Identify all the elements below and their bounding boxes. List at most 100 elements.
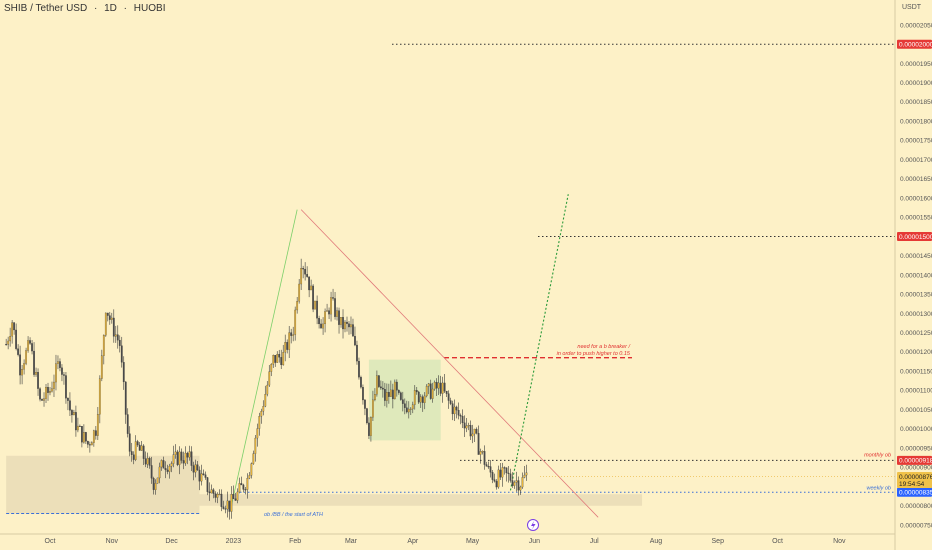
candle-body — [118, 340, 121, 346]
candle-body — [248, 475, 251, 479]
candle-body — [336, 310, 338, 317]
candle-body — [282, 352, 285, 366]
candle-body — [258, 416, 261, 429]
candle — [515, 471, 518, 492]
candle — [13, 321, 15, 335]
candle-body — [210, 489, 213, 494]
icons-layer — [527, 519, 539, 531]
annotation-ob-ath: ob /BB / the start of ATH — [264, 512, 323, 518]
candle-body — [368, 422, 370, 436]
candle-body — [266, 384, 269, 395]
lines-layer — [6, 43, 895, 518]
candle — [110, 312, 113, 324]
candle-body — [286, 342, 289, 350]
candle — [306, 266, 309, 278]
candle-body — [479, 451, 482, 455]
candle — [23, 359, 25, 375]
candle-body — [65, 375, 67, 399]
candle-body — [338, 310, 340, 325]
candle — [126, 408, 129, 438]
candle — [73, 409, 75, 416]
candle-body — [382, 387, 384, 390]
candle-body — [356, 344, 358, 362]
candle-body — [447, 393, 450, 401]
candle-body — [146, 458, 149, 465]
candle — [346, 316, 348, 332]
candle-body — [75, 412, 77, 431]
candle — [112, 309, 115, 343]
candle-body — [471, 433, 474, 437]
candle — [507, 466, 510, 483]
candle-body — [102, 335, 105, 356]
candle-body — [288, 332, 291, 350]
candle — [352, 318, 354, 337]
candle — [310, 279, 312, 291]
price-tick-label: 0.00001250 — [900, 330, 932, 337]
symbol-label[interactable]: SHIB / Tether USD — [4, 3, 88, 14]
time-tick-label: Nov — [833, 538, 846, 545]
candle-body — [47, 386, 49, 393]
interval-label[interactable]: 1D — [104, 3, 117, 14]
candle-body — [19, 354, 21, 376]
candle-body — [268, 371, 271, 386]
candle — [232, 485, 235, 499]
time-tick-label: Mar — [345, 538, 358, 545]
candle-body — [206, 477, 209, 492]
candle-body — [429, 383, 432, 399]
candle — [457, 402, 460, 420]
level-badge-0-text: 0.00002000 — [899, 42, 932, 49]
candle — [248, 471, 251, 480]
candle-body — [88, 444, 91, 446]
price-tick-label: 0.00001000 — [900, 426, 932, 433]
candle-body — [443, 382, 446, 392]
candle-body — [79, 425, 81, 427]
candle — [210, 484, 213, 494]
demand-zone-left — [6, 455, 200, 514]
candle-body — [138, 444, 141, 451]
candle — [178, 446, 181, 475]
candle-body — [17, 348, 19, 355]
candle-body — [300, 268, 303, 285]
candle — [463, 415, 466, 437]
candle-body — [308, 276, 311, 291]
candle — [407, 401, 410, 419]
candle-body — [507, 472, 510, 474]
candle — [350, 316, 352, 335]
candle — [146, 452, 149, 469]
candle-body — [182, 460, 185, 464]
candle-body — [216, 494, 219, 498]
candle-body — [298, 283, 301, 302]
candle — [292, 326, 295, 342]
candle — [33, 342, 35, 377]
candle-body — [45, 386, 47, 399]
candle-body — [481, 451, 484, 453]
candle — [198, 466, 201, 491]
candle-body — [322, 323, 324, 329]
price-tick-label: 0.00001450 — [900, 253, 932, 260]
candle — [55, 354, 57, 391]
candle — [230, 486, 233, 519]
candle — [170, 461, 173, 473]
candle — [465, 417, 468, 433]
candle-body — [433, 382, 436, 390]
candle-body — [370, 417, 372, 436]
candle-body — [69, 400, 71, 411]
candle-body — [186, 452, 189, 458]
candle — [358, 357, 360, 380]
candle — [399, 391, 402, 401]
price-tick-label: 0.00001300 — [900, 311, 932, 318]
candle — [47, 382, 49, 401]
candle-body — [445, 391, 448, 394]
candle-body — [174, 451, 177, 455]
candle — [158, 462, 161, 484]
price-axis: 0.00002050 0.00002000 0.00001950 0.00001900… — [894, 0, 932, 550]
candle — [242, 483, 245, 493]
candle-body — [246, 478, 249, 490]
time-tick-label: Sep — [712, 538, 725, 545]
candle — [154, 479, 157, 495]
candle — [342, 309, 344, 339]
last-price-badge — [897, 472, 932, 489]
candle — [314, 300, 316, 310]
candle — [308, 276, 311, 298]
